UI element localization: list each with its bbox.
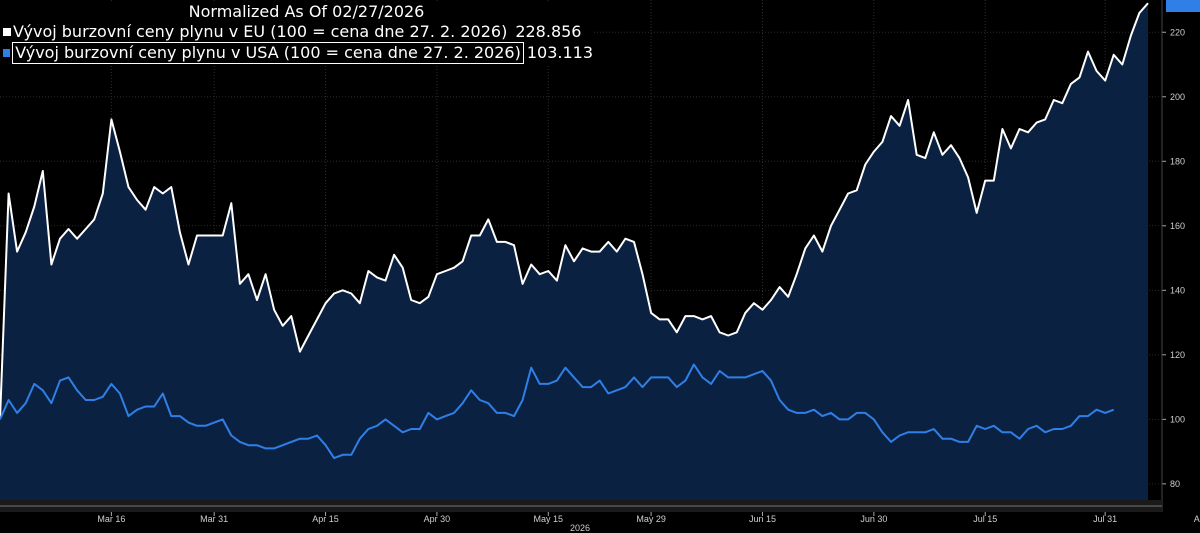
x-tick-label-9: Jul 31 <box>1093 514 1117 524</box>
x-tick-label-7: Jun 30 <box>860 514 887 524</box>
legend-value-us: 103.113 <box>526 43 593 62</box>
chart-title: Normalized As Of 02/27/2026 <box>188 2 425 21</box>
last-value-tags: 228.856103.113 <box>1166 0 1200 12</box>
x-tick-label-0: Mar 16 <box>97 514 125 524</box>
y-tick-label-160: 160 <box>1170 221 1185 231</box>
x-tick-label-1: Mar 31 <box>200 514 228 524</box>
y-tick-label-180: 180 <box>1170 156 1185 166</box>
last-value-tag-us: 103.113 <box>1168 0 1198 2</box>
legend-swatch-us <box>3 49 11 57</box>
timeline-strip <box>0 500 1162 512</box>
y-tick-label-100: 100 <box>1170 414 1185 424</box>
y-tick-label-80: 80 <box>1170 479 1180 489</box>
legend-swatch-eu <box>3 28 11 36</box>
y-tick-label-120: 120 <box>1170 350 1185 360</box>
legend-entry-us: Vývoj burzovní ceny plynu v USA (100 = c… <box>0 42 593 64</box>
y-tick-label-220: 220 <box>1170 27 1185 37</box>
legend-value-eu: 228.856 <box>515 22 582 41</box>
series-line-us <box>0 363 1115 460</box>
legend-entry-eu: Vývoj burzovní ceny plynu v EU (100 = ce… <box>0 22 593 42</box>
x-tick-label-4: May 15 <box>534 514 564 524</box>
x-axis: Mar 16 Mar 31 Apr 15 Apr 30 May 15 May 29 Jun … <box>97 512 1200 524</box>
x-tick-label-2: Apr 15 <box>312 514 339 524</box>
legend-label-eu: Vývoj burzovní ceny plynu v EU (100 = ce… <box>13 22 508 41</box>
legend-label-us: Vývoj burzovní ceny plynu v USA (100 = c… <box>12 42 524 64</box>
y-axis: 80 100 120 140 160 180 200 220 <box>1161 0 1185 512</box>
x-tick-label-10: Aug 14 <box>1194 514 1200 524</box>
x-tick-label-3: Apr 30 <box>424 514 451 524</box>
eu-area <box>0 3 1148 500</box>
y-tick-label-140: 140 <box>1170 285 1185 295</box>
series-line-eu <box>0 2 1149 420</box>
x-tick-label-8: Jul 15 <box>973 514 997 524</box>
x-tick-label-5: May 29 <box>636 514 666 524</box>
series-lines <box>0 2 1149 460</box>
eu-area-fill <box>0 3 1148 500</box>
x-axis-year-label: 2026 <box>570 523 590 533</box>
legend: Normalized As Of 02/27/2026 Vývoj burzov… <box>0 2 593 64</box>
y-tick-label-200: 200 <box>1170 92 1185 102</box>
x-tick-label-6: Jun 15 <box>749 514 776 524</box>
last-value-tag-us-bg <box>1166 0 1200 12</box>
